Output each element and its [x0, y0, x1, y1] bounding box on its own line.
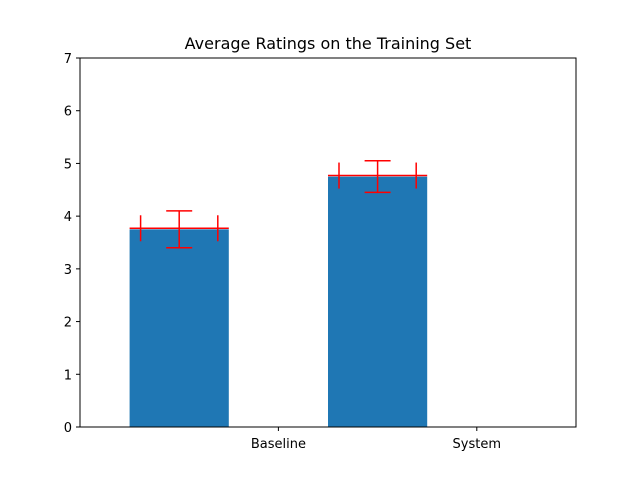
x-axis: Baseline System	[251, 427, 501, 452]
y-tick-label: 2	[64, 316, 72, 331]
y-tick-label: 3	[64, 263, 72, 278]
plot-frame	[79, 57, 577, 428]
y-tick-label: 7	[64, 52, 72, 67]
x-tick-label: Baseline	[251, 437, 306, 452]
x-tick-label: System	[453, 437, 501, 452]
y-tick-label: 6	[64, 105, 72, 120]
bar	[129, 229, 229, 427]
bars	[129, 176, 428, 427]
bar	[328, 176, 428, 427]
y-tick-label: 0	[64, 421, 72, 436]
error-bars	[129, 160, 428, 249]
chart-title: Average Ratings on the Training Set	[185, 34, 472, 53]
y-tick-label: 4	[64, 210, 72, 225]
y-axis: 0 1 2 3 4 5 6 7	[64, 52, 80, 436]
y-tick-label: 5	[64, 157, 72, 172]
y-tick-label: 1	[64, 368, 72, 383]
